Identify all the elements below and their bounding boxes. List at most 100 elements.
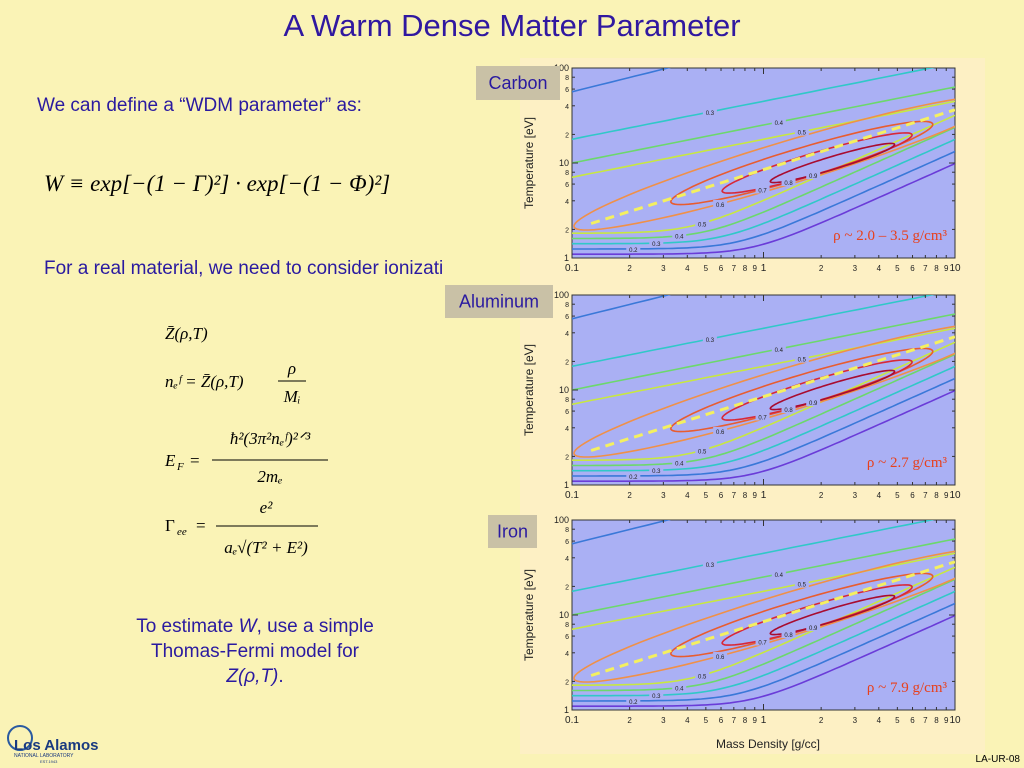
contour-label-bg <box>771 344 786 353</box>
contour-label: 0.9 <box>809 626 818 632</box>
y-tick-label: 10 <box>559 385 569 395</box>
x-tick-label: 2 <box>819 716 824 725</box>
contour-line <box>572 162 955 255</box>
contours <box>572 520 955 707</box>
note-text: Z(ρ,T) <box>226 666 279 687</box>
contour-label: 0.4 <box>775 121 784 127</box>
x-tick-label: 1 <box>761 715 767 726</box>
x-tick-label: 7 <box>732 716 737 725</box>
contour-label: 0.7 <box>758 415 767 421</box>
x-tick-label: 7 <box>923 264 928 273</box>
contour-plot: 0.2 0.3 0.3 0.4 0.4 0.5 0.5 0.6 0.7 0.8 0.9 0.1 2 3 4 5… <box>445 285 961 501</box>
gamma-sub: ee <box>177 526 187 538</box>
contour-line <box>572 313 955 391</box>
x-tick-label: 9 <box>753 716 758 725</box>
dashed-boundary <box>590 560 955 677</box>
x-tick-label: 6 <box>910 716 915 725</box>
dashed-boundary <box>590 108 955 225</box>
x-tick-label: 5 <box>895 264 900 273</box>
logo-name: Los Alamos <box>14 737 98 754</box>
contour-label: 0.3 <box>706 111 715 117</box>
contour-label: 0.5 <box>798 131 807 137</box>
x-tick-label: 7 <box>923 716 928 725</box>
contour-label-bg <box>702 107 717 116</box>
contour-label: 0.3 <box>652 242 661 248</box>
contour-line <box>769 142 896 184</box>
contour-label: 0.4 <box>675 687 684 693</box>
ne-lhs: nₑᶠ = Z̄(ρ,T) <box>165 372 244 391</box>
contour-line <box>572 353 955 467</box>
x-tick-label: 7 <box>732 264 737 273</box>
x-tick-label: 0.1 <box>565 490 579 501</box>
x-tick-label: 2 <box>819 491 824 500</box>
logo-mark <box>7 725 33 751</box>
density-label: ρ ~ 7.9 g/cm³ <box>867 680 948 696</box>
logo: Los Alamos NATIONAL LABORATORY EST.1943 <box>7 725 98 764</box>
contour-line <box>572 86 955 164</box>
x-tick-label: 4 <box>877 716 882 725</box>
contour-line <box>572 614 955 707</box>
y-axis-label: Temperature [eV] <box>522 344 536 436</box>
contours <box>572 295 955 482</box>
material-label: Carbon <box>488 73 547 93</box>
x-tick-label: 9 <box>944 491 949 500</box>
contour-line <box>572 295 672 320</box>
contour-label-bg <box>713 426 728 435</box>
x-tick-label: 6 <box>719 491 724 500</box>
x-tick-label: 5 <box>895 716 900 725</box>
y-tick-label: 6 <box>565 409 569 416</box>
x-tick-label: 7 <box>923 491 928 500</box>
density-label: ρ ~ 2.0 – 3.5 g/cm³ <box>833 228 947 244</box>
contour-line <box>769 594 896 636</box>
y-tick-label: 4 <box>565 104 569 111</box>
x-tick-label: 4 <box>685 491 690 500</box>
contour-label-bg <box>806 623 821 632</box>
x-tick-label: 4 <box>685 264 690 273</box>
contour-line <box>572 68 936 141</box>
contour-label: 0.8 <box>784 181 793 187</box>
contour-label-bg <box>794 579 809 588</box>
x-tick-label: 1 <box>761 263 767 274</box>
x-tick-label: 10 <box>949 490 961 501</box>
y-tick-label: 8 <box>565 75 569 82</box>
material-label: Iron <box>497 522 528 542</box>
material-label: Aluminum <box>459 292 539 312</box>
y-tick-label: 8 <box>565 527 569 534</box>
contour-label-bg <box>771 569 786 578</box>
equals: = <box>190 451 200 470</box>
contour-label-bg <box>649 466 664 475</box>
contour-line <box>769 369 896 411</box>
logo-sub: NATIONAL LABORATORY <box>14 753 74 759</box>
contour-label-bg <box>781 405 796 414</box>
note-text: To estimate <box>136 616 239 637</box>
contour-label-bg <box>781 178 796 187</box>
estimate-note: To estimate W, use a simple Thomas-Fermi… <box>135 614 375 689</box>
x-tick-label: 2 <box>627 491 632 500</box>
x-tick-label: 0.1 <box>565 263 579 274</box>
contour-label: 0.8 <box>784 633 793 639</box>
y-tick-label: 4 <box>565 331 569 338</box>
contour-label-bg <box>702 334 717 343</box>
x-tick-label: 10 <box>949 263 961 274</box>
note-text: . <box>278 666 284 687</box>
y-tick-label: 100 <box>554 63 569 73</box>
y-axis-label: Temperature [eV] <box>522 569 536 661</box>
y-tick-label: 2 <box>565 679 569 686</box>
contour-label-bg <box>695 671 710 680</box>
contour-label: 0.5 <box>798 583 807 589</box>
x-tick-label: 3 <box>661 264 666 273</box>
y-tick-label: 100 <box>554 290 569 300</box>
contour-label-bg <box>755 412 770 421</box>
y-tick-label: 8 <box>565 170 569 177</box>
contour-label-bg <box>626 244 641 253</box>
y-tick-label: 6 <box>565 87 569 94</box>
x-tick-label: 6 <box>910 491 915 500</box>
x-tick-label: 3 <box>853 264 858 273</box>
contour-label-bg <box>649 239 664 248</box>
y-tick-label: 10 <box>559 158 569 168</box>
x-tick-label: 9 <box>944 716 949 725</box>
contour-line <box>572 590 955 697</box>
y-tick-label: 10 <box>559 610 569 620</box>
x-tick-label: 6 <box>719 716 724 725</box>
y-tick-label: 2 <box>565 454 569 461</box>
